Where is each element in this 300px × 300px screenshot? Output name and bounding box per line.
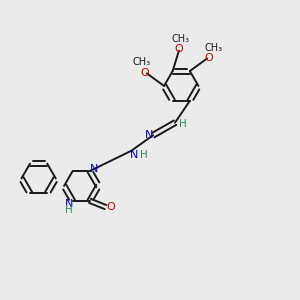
Text: H: H: [65, 205, 73, 214]
Text: O: O: [141, 68, 149, 78]
Text: CH₃: CH₃: [205, 43, 223, 52]
Text: N: N: [130, 150, 139, 160]
Text: O: O: [106, 202, 115, 212]
Text: N: N: [65, 199, 73, 209]
Text: O: O: [205, 53, 213, 63]
Text: N: N: [145, 130, 154, 140]
Text: CH₃: CH₃: [133, 58, 151, 68]
Text: H: H: [140, 150, 148, 160]
Text: N: N: [89, 164, 98, 174]
Text: O: O: [175, 44, 183, 54]
Text: H: H: [179, 119, 187, 129]
Text: CH₃: CH₃: [171, 34, 190, 44]
